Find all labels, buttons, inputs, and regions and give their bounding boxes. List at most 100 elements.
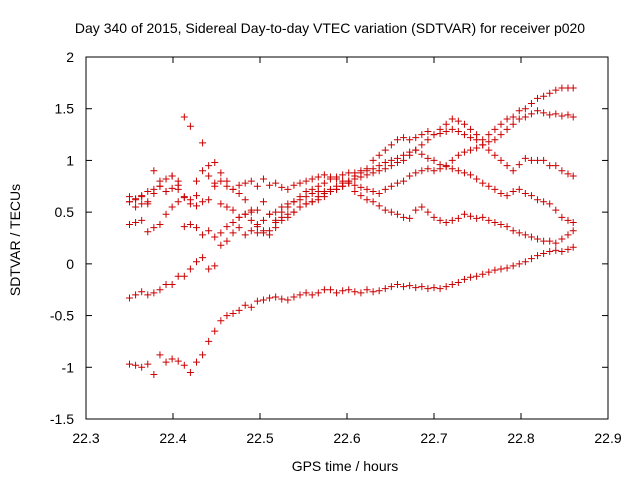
- data-point: [491, 266, 499, 274]
- data-point: [241, 196, 249, 204]
- data-point: [162, 358, 170, 366]
- data-point: [418, 203, 426, 211]
- data-point: [387, 283, 395, 291]
- data-point: [205, 227, 213, 235]
- data-point: [192, 258, 200, 266]
- data-point: [552, 86, 560, 94]
- data-point: [454, 214, 462, 222]
- data-point: [235, 224, 243, 232]
- data-point: [247, 216, 255, 224]
- data-point: [558, 167, 566, 175]
- data-point: [552, 239, 560, 247]
- data-point: [296, 193, 304, 201]
- data-point: [150, 190, 158, 198]
- data-point: [126, 221, 133, 229]
- data-point: [558, 84, 566, 92]
- data-point: [150, 371, 158, 379]
- data-point: [485, 216, 493, 224]
- data-point: [290, 293, 298, 301]
- data-point: [284, 185, 292, 193]
- series-track-f: [126, 243, 577, 379]
- data-point: [564, 231, 572, 239]
- x-tick-label: 22.5: [246, 430, 273, 446]
- data-point: [460, 148, 468, 156]
- data-point: [387, 208, 395, 216]
- data-point: [229, 310, 237, 318]
- data-point: [150, 224, 158, 232]
- data-point: [156, 286, 164, 294]
- data-point: [345, 169, 353, 177]
- data-point: [144, 291, 152, 299]
- data-point: [454, 117, 462, 125]
- data-point: [339, 182, 347, 190]
- data-point: [180, 361, 188, 369]
- data-point: [168, 184, 176, 192]
- data-point: [546, 162, 554, 170]
- data-point: [144, 198, 152, 206]
- data-point: [333, 289, 341, 297]
- data-point: [326, 286, 334, 294]
- data-point: [552, 206, 560, 214]
- data-point: [509, 262, 517, 270]
- data-point: [150, 289, 158, 297]
- data-point: [491, 125, 499, 133]
- data-point: [156, 221, 164, 229]
- data-point: [126, 294, 133, 302]
- data-point: [515, 185, 523, 193]
- data-point: [546, 247, 554, 255]
- data-point: [132, 203, 140, 211]
- data-point: [138, 193, 146, 201]
- y-tick-label: -0.5: [50, 308, 74, 324]
- data-point: [156, 351, 164, 359]
- data-point: [424, 208, 432, 216]
- data-point: [430, 131, 438, 139]
- data-point: [247, 227, 255, 235]
- data-point: [497, 156, 505, 164]
- data-point: [393, 154, 401, 162]
- data-point: [290, 208, 298, 216]
- data-point: [442, 218, 450, 226]
- data-point: [527, 255, 535, 263]
- data-point: [527, 110, 535, 118]
- data-point: [460, 210, 468, 218]
- data-point: [186, 122, 194, 130]
- data-point: [418, 150, 426, 158]
- data-point: [473, 136, 481, 144]
- data-point: [266, 227, 274, 235]
- data-point: [503, 192, 511, 200]
- data-point: [448, 216, 456, 224]
- data-point: [272, 179, 280, 187]
- data-point: [302, 177, 310, 185]
- data-point: [454, 167, 462, 175]
- data-point: [473, 272, 481, 280]
- data-point: [168, 203, 176, 211]
- data-point: [412, 169, 420, 177]
- data-point: [527, 100, 535, 108]
- data-point: [126, 360, 133, 368]
- data-point: [479, 141, 487, 149]
- data-point: [564, 170, 572, 178]
- data-point: [345, 179, 353, 187]
- data-point: [223, 237, 231, 245]
- data-point: [430, 284, 438, 292]
- data-point: [217, 177, 225, 185]
- data-point: [266, 181, 274, 189]
- data-point: [503, 264, 511, 272]
- data-point: [296, 291, 304, 299]
- data-point: [320, 286, 328, 294]
- data-point: [460, 131, 468, 139]
- data-point: [509, 113, 517, 121]
- data-point: [144, 360, 152, 368]
- data-point: [132, 291, 140, 299]
- data-point: [192, 202, 200, 210]
- data-point: [491, 218, 499, 226]
- data-point: [564, 216, 572, 224]
- data-point: [406, 136, 414, 144]
- data-point: [467, 146, 475, 154]
- data-point: [211, 233, 219, 241]
- data-point: [138, 216, 146, 224]
- data-point: [400, 151, 408, 159]
- data-point: [534, 235, 542, 243]
- data-point: [308, 198, 316, 206]
- data-point: [521, 113, 529, 121]
